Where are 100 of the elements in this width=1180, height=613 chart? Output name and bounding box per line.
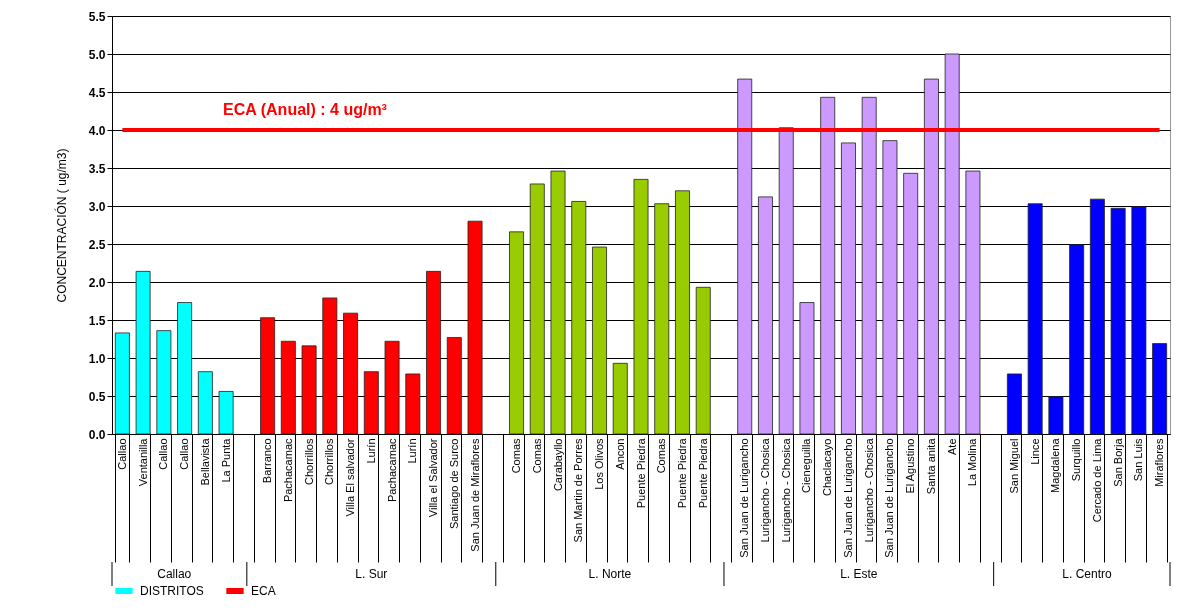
bar	[218, 391, 234, 435]
bar	[882, 140, 898, 435]
bar	[405, 373, 421, 435]
x-tick-label: Cieneguilla	[800, 437, 813, 493]
text: L. Sur	[355, 567, 388, 581]
bar	[260, 317, 276, 435]
y-tick-label: 1.0	[88, 351, 106, 366]
x-tick-label: El Agustino	[904, 438, 917, 494]
x-tick-label: Pachacamac	[385, 438, 398, 503]
y-tick-label: 4.5	[88, 85, 106, 100]
x-tick-label: Ancon	[613, 438, 626, 470]
x-tick-label: Lurín	[364, 438, 377, 464]
bar	[778, 127, 794, 435]
bar	[135, 270, 151, 435]
bar	[509, 231, 524, 435]
x-tick-label: Magdalena	[1049, 437, 1062, 493]
bar	[343, 312, 359, 435]
bar	[571, 201, 587, 435]
text: L. Este	[840, 567, 878, 581]
bar	[799, 302, 815, 435]
annotation: ECA (Anual) : 4 ug/m³	[223, 101, 387, 118]
bar	[280, 340, 296, 435]
bar	[384, 340, 400, 435]
x-tick-label: Puente Piedra	[675, 437, 688, 509]
bar	[944, 53, 960, 435]
x-tick-label: Lurigancho - Chosica	[758, 437, 771, 543]
bar	[1089, 198, 1105, 435]
x-tick-label: Lurín	[406, 438, 419, 464]
x-tick-label: Callao	[178, 438, 191, 470]
x-tick-label: La Molina	[966, 437, 979, 487]
bar	[633, 179, 649, 435]
bar	[1069, 244, 1085, 435]
x-tick-label: Miraflores	[1153, 438, 1166, 487]
bar	[550, 170, 566, 435]
x-tick-label: Chorrillos	[323, 438, 336, 485]
x-tick-label: Surquillo	[1070, 438, 1083, 482]
legend-label: ECA	[251, 584, 276, 598]
bar	[695, 286, 711, 435]
bar	[758, 196, 773, 435]
y-tick-label: 0.0	[88, 427, 106, 442]
x-tick-label: Comas	[510, 438, 523, 474]
legend-label: DISTRITOS	[140, 584, 204, 598]
bar	[841, 142, 856, 435]
x-tick-label: San Miguel	[1007, 438, 1020, 494]
x-tick-label: Ventanilla	[136, 437, 149, 487]
x-tick-label: Puente Piedra	[634, 437, 647, 509]
y-tick-label: 2.0	[88, 275, 106, 290]
bar	[820, 96, 836, 435]
x-tick-label: Callao	[115, 438, 128, 470]
bar	[965, 170, 981, 435]
bar	[592, 246, 607, 435]
bar	[1006, 373, 1022, 435]
bar	[322, 297, 338, 435]
x-tick-label: Lince	[1028, 438, 1041, 465]
x-tick-label: Pachacamac	[281, 438, 294, 503]
bar	[426, 270, 441, 435]
x-tick-label: San Borja	[1111, 437, 1124, 487]
x-tick-label: Chaclacayo	[821, 438, 834, 496]
x-tick-label: Santiago de Surco	[447, 438, 460, 530]
x-tick-label: Barranco	[261, 438, 274, 484]
x-tick-label: Lurigancho - Chosica	[862, 437, 875, 543]
bar	[467, 220, 483, 435]
bar	[301, 345, 317, 435]
x-tick-label: Bellavista	[198, 437, 211, 486]
bar	[923, 78, 939, 435]
x-tick-label: Santa anita	[924, 437, 937, 495]
y-tick-label: 4.0	[88, 123, 106, 138]
bar	[114, 332, 130, 435]
y-tick-label: 5.0	[88, 47, 106, 62]
x-tick-label: San Juan de Miraflores	[468, 438, 481, 552]
bar	[197, 371, 213, 435]
x-tick-label: Callao	[157, 438, 170, 470]
text: L. Norte	[588, 567, 632, 581]
bar	[1152, 343, 1168, 435]
x-tick-label: Los Olivos	[593, 438, 606, 490]
x-tick-label: Villa el Salvador	[427, 438, 440, 518]
x-tick-label: La Punta	[219, 437, 232, 483]
bar	[177, 302, 193, 435]
y-tick-label: 0.5	[88, 389, 106, 404]
bar	[737, 78, 753, 435]
bar	[654, 203, 670, 435]
x-tick-label: Lurigancho - Chosica	[779, 437, 792, 543]
bar	[675, 190, 690, 435]
bar	[1131, 206, 1147, 435]
x-tick-label: Carabayllo	[551, 438, 564, 492]
x-tick-label: San Juan de Lurigancho	[841, 438, 854, 558]
y-tick-label: 3.0	[88, 199, 106, 214]
y-tick-label: 3.5	[88, 161, 106, 176]
y-tick-label: 2.5	[88, 237, 106, 252]
bar	[529, 183, 545, 435]
y-axis-title: CONCENTRACIÓN ( ug/m3)	[53, 148, 69, 303]
bar	[612, 362, 628, 435]
x-tick-label: Chorrillos	[302, 438, 315, 485]
bar	[861, 96, 877, 435]
bar	[363, 371, 379, 435]
x-tick-label: San Luis	[1132, 438, 1145, 482]
bar	[1027, 203, 1043, 435]
y-tick-label: 1.5	[88, 313, 106, 328]
bar	[446, 337, 462, 435]
y-tick-label: 5.5	[88, 9, 106, 24]
